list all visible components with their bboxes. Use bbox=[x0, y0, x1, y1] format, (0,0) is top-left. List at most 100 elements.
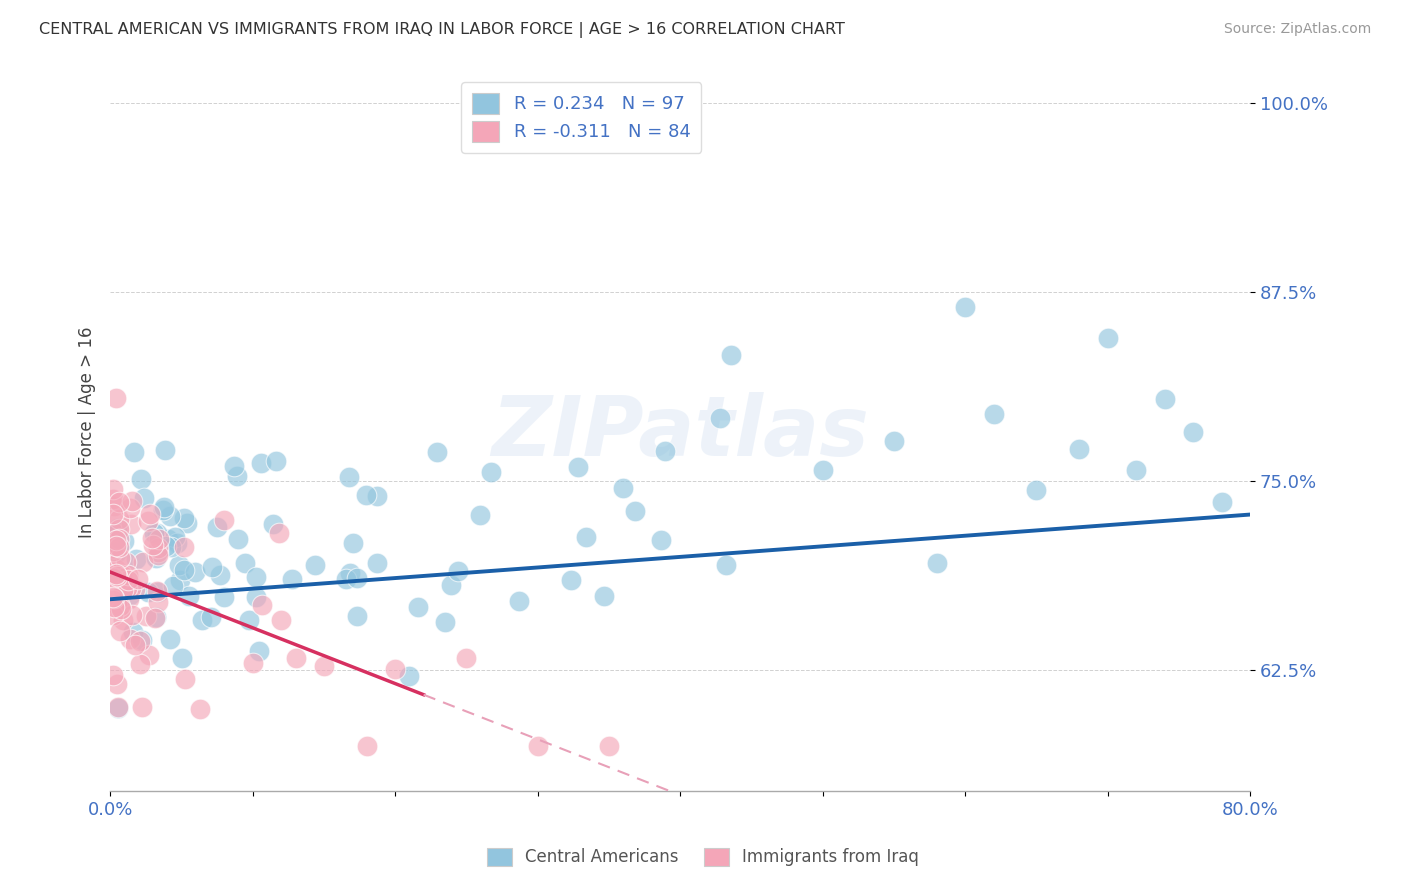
Point bbox=[346, 608, 368, 623]
Point bbox=[101, 524, 124, 539]
Point bbox=[245, 570, 267, 584]
Point bbox=[125, 551, 148, 566]
Point bbox=[720, 348, 742, 362]
Point bbox=[1153, 392, 1175, 407]
Point bbox=[222, 458, 245, 473]
Point bbox=[131, 699, 153, 714]
Point bbox=[366, 556, 388, 570]
Point bbox=[118, 632, 141, 647]
Point bbox=[176, 516, 198, 530]
Point bbox=[120, 517, 142, 532]
Point bbox=[132, 491, 155, 505]
Point bbox=[112, 613, 135, 627]
Point bbox=[152, 500, 174, 514]
Point bbox=[434, 615, 457, 630]
Point bbox=[101, 607, 124, 622]
Point bbox=[526, 739, 548, 753]
Point bbox=[103, 499, 125, 513]
Point bbox=[120, 581, 142, 595]
Point bbox=[264, 454, 287, 468]
Point bbox=[426, 445, 449, 459]
Point bbox=[250, 456, 273, 470]
Point bbox=[145, 610, 167, 624]
Point bbox=[108, 495, 131, 509]
Point bbox=[811, 463, 834, 477]
Point bbox=[142, 526, 165, 541]
Point bbox=[339, 566, 361, 580]
Point bbox=[356, 488, 378, 502]
Point bbox=[342, 536, 364, 550]
Point bbox=[201, 560, 224, 574]
Point bbox=[160, 540, 183, 554]
Point bbox=[107, 540, 129, 554]
Point bbox=[650, 533, 672, 547]
Point bbox=[112, 583, 135, 598]
Point bbox=[101, 565, 124, 579]
Point bbox=[169, 573, 191, 587]
Text: ZIPatlas: ZIPatlas bbox=[491, 392, 869, 473]
Point bbox=[105, 391, 128, 405]
Point bbox=[107, 574, 129, 589]
Point bbox=[612, 481, 634, 495]
Point bbox=[101, 507, 124, 521]
Point bbox=[156, 532, 179, 546]
Point bbox=[122, 625, 145, 640]
Point bbox=[179, 589, 201, 603]
Point bbox=[136, 584, 159, 599]
Legend: Central Americans, Immigrants from Iraq: Central Americans, Immigrants from Iraq bbox=[481, 841, 925, 873]
Point bbox=[470, 508, 492, 523]
Point bbox=[384, 662, 406, 676]
Point bbox=[366, 489, 388, 503]
Point bbox=[163, 530, 186, 544]
Point bbox=[107, 701, 129, 715]
Point bbox=[107, 598, 129, 612]
Point bbox=[101, 541, 124, 555]
Point bbox=[188, 702, 211, 716]
Point bbox=[447, 564, 470, 578]
Point bbox=[108, 551, 131, 566]
Point bbox=[1067, 442, 1090, 456]
Point bbox=[146, 541, 169, 556]
Point bbox=[118, 592, 141, 607]
Y-axis label: In Labor Force | Age > 16: In Labor Force | Age > 16 bbox=[79, 326, 96, 538]
Point bbox=[508, 594, 530, 608]
Point bbox=[105, 676, 128, 690]
Point bbox=[598, 739, 620, 753]
Point bbox=[356, 739, 378, 753]
Point bbox=[269, 525, 291, 540]
Point bbox=[575, 530, 598, 544]
Point bbox=[173, 540, 195, 554]
Point bbox=[174, 672, 197, 686]
Point bbox=[107, 520, 129, 534]
Point bbox=[883, 434, 905, 448]
Point bbox=[262, 517, 284, 532]
Point bbox=[105, 562, 128, 576]
Point bbox=[560, 573, 582, 587]
Point bbox=[312, 659, 335, 673]
Point bbox=[112, 534, 135, 549]
Point bbox=[925, 556, 948, 570]
Point bbox=[114, 555, 136, 569]
Point bbox=[101, 544, 124, 558]
Point bbox=[173, 563, 195, 577]
Point bbox=[169, 558, 191, 573]
Point bbox=[139, 508, 162, 522]
Point bbox=[108, 599, 131, 613]
Point bbox=[131, 633, 153, 648]
Point bbox=[162, 579, 184, 593]
Point bbox=[983, 407, 1005, 421]
Point bbox=[270, 613, 292, 627]
Point bbox=[209, 568, 232, 582]
Point bbox=[105, 569, 128, 583]
Point bbox=[103, 600, 125, 615]
Point bbox=[1182, 425, 1205, 440]
Point bbox=[135, 609, 157, 624]
Point bbox=[335, 572, 357, 586]
Point bbox=[101, 482, 124, 496]
Point bbox=[398, 669, 420, 683]
Point bbox=[121, 493, 143, 508]
Point bbox=[242, 656, 264, 670]
Point bbox=[228, 532, 250, 546]
Point bbox=[103, 668, 125, 682]
Point bbox=[146, 585, 169, 599]
